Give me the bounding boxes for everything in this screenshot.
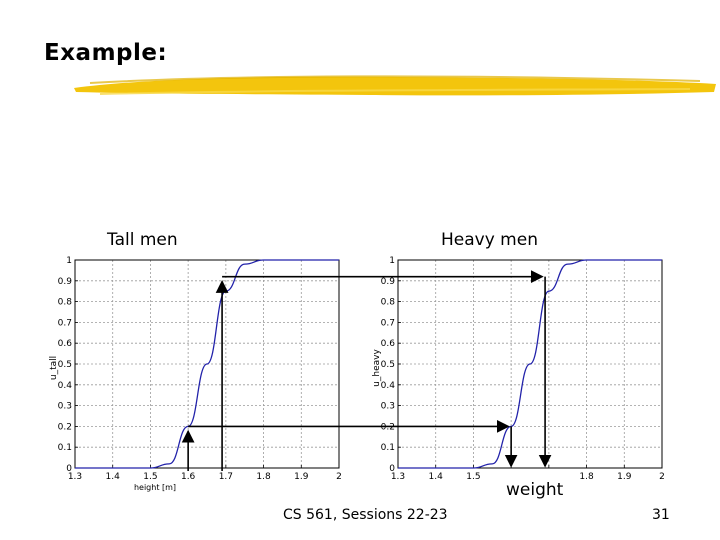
tall-y-tick-label: 0.5: [58, 360, 72, 370]
weight-label: weight: [506, 480, 564, 500]
title-underline-brush: [74, 75, 716, 96]
tall-y-tick-label: 0.4: [58, 381, 73, 391]
tall-y-tick-label: 0.7: [58, 318, 72, 328]
heavy-y-tick-label: 0.7: [381, 318, 395, 328]
tall-y-tick-label: 1: [66, 256, 72, 266]
tall-x-tick-label: 1.6: [181, 472, 196, 482]
heavy-y-tick-label: 0.3: [381, 402, 395, 412]
tall-x-tick-label: 1.7: [219, 472, 233, 482]
tall-y-axis-label: u_tall: [49, 356, 59, 380]
guide-arrows: [181, 270, 552, 471]
tall-x-tick-label: 1.4: [106, 472, 121, 482]
tall-y-tick-label: 0.8: [58, 298, 73, 308]
tall-y-tick-label: 0.2: [58, 422, 72, 432]
tall-y-tick-label: 0: [66, 464, 72, 474]
heavy-x-tick-label: 1.4: [429, 472, 444, 482]
tall-men-label: Tall men: [107, 230, 178, 250]
footer-course: CS 561, Sessions 22-23: [283, 507, 448, 523]
heavy-y-tick-label: 1: [389, 256, 395, 266]
heavy-x-tick-label: 1.5: [466, 472, 480, 482]
slide-title: Example:: [44, 40, 168, 66]
tall-y-tick-label: 0.3: [58, 402, 72, 412]
heavy-x-tick-label: 1.9: [617, 472, 632, 482]
heavy-y-tick-label: 0.5: [381, 360, 395, 370]
heavy-y-tick-label: 0.6: [381, 339, 396, 349]
tall-y-tick-label: 0.9: [58, 277, 73, 287]
heavy-series-line-0: [398, 259, 662, 469]
heavy-y-tick-label: 0: [389, 464, 395, 474]
heavy-y-tick-label: 0.4: [381, 381, 396, 391]
heavy-y-axis-label: u_heavy: [372, 349, 382, 387]
tall-men-chart: 1.3 1.4 1.5 1.6 1.7 1.8 1.9 2 0 0.1 0.2 0.3 0.4 0.5 0.…: [49, 256, 342, 492]
tall-y-tick-label: 0.6: [58, 339, 73, 349]
heavy-men-label: Heavy men: [441, 230, 538, 250]
tall-y-tick-label: 0.1: [58, 443, 72, 453]
heavy-x-tick-label: 1.8: [579, 472, 594, 482]
page-number: 31: [652, 507, 670, 523]
tall-x-tick-label: 1.3: [68, 472, 82, 482]
tall-x-axis-label: height [m]: [134, 483, 176, 492]
heavy-men-chart: 1.3 1.4 1.5 1.8 1.9 2 0 0.1 0.2 0.3 0.4 0.5 0.6 0.7 0.…: [372, 256, 665, 482]
tall-x-tick-label: 1.8: [256, 472, 271, 482]
tall-x-tick-label: 1.5: [143, 472, 157, 482]
heavy-x-tick-label: 1.3: [391, 472, 405, 482]
tall-x-tick-label: 1.9: [294, 472, 309, 482]
heavy-x-tick-label: 2: [659, 472, 665, 482]
tall-series-line-0: [75, 259, 339, 469]
tall-x-tick-label: 2: [336, 472, 342, 482]
heavy-y-tick-label: 0.2: [381, 422, 395, 432]
heavy-y-tick-label: 0.1: [381, 443, 395, 453]
heavy-y-tick-label: 0.8: [381, 298, 396, 308]
heavy-y-tick-label: 0.9: [381, 277, 396, 287]
